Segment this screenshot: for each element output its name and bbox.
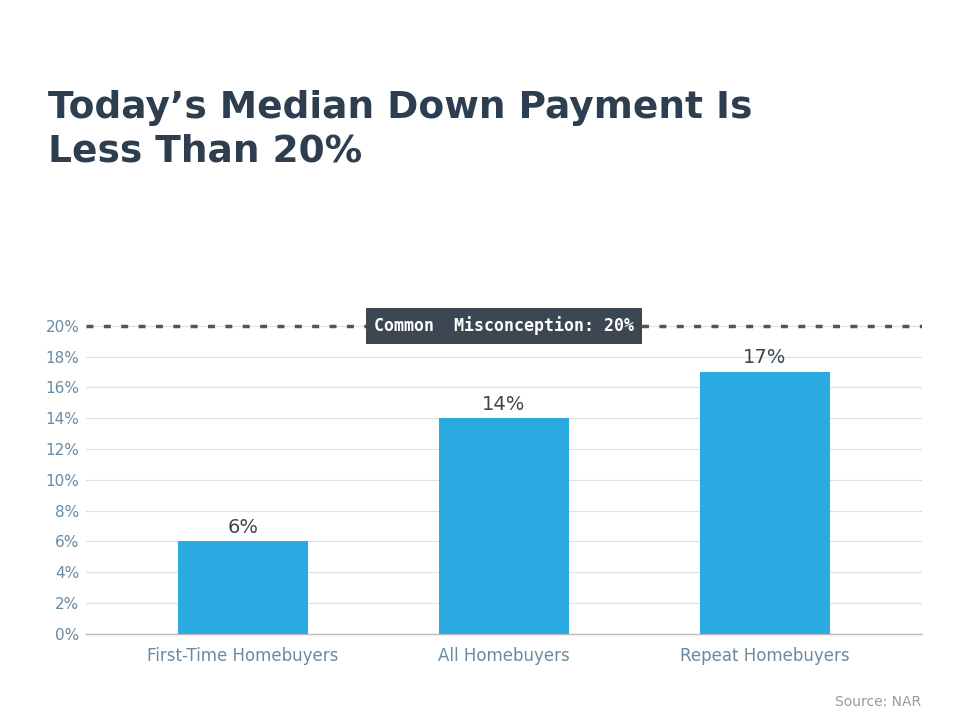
Bar [178, 541, 308, 634]
Text: Common  Misconception: 20%: Common Misconception: 20% [374, 317, 634, 336]
Text: 14%: 14% [482, 395, 526, 413]
Text: Today’s Median Down Payment Is: Today’s Median Down Payment Is [48, 90, 753, 126]
Bar [700, 372, 830, 634]
Text: 6%: 6% [228, 518, 258, 536]
Bar [439, 418, 569, 634]
Text: 17%: 17% [743, 348, 786, 367]
Text: Less Than 20%: Less Than 20% [48, 133, 362, 169]
Text: Source: NAR: Source: NAR [835, 696, 922, 709]
